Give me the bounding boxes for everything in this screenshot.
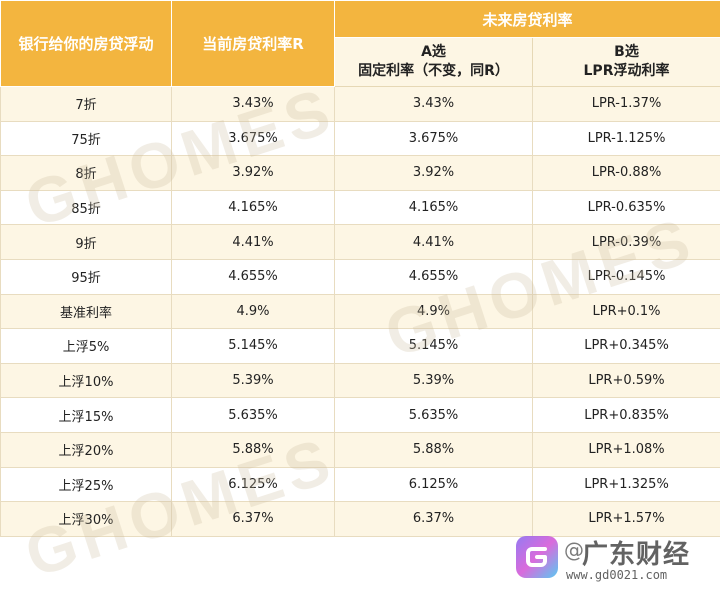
cell-lpr-rate: LPR+0.59% [531, 362, 720, 399]
cell-float: 上浮30% [0, 501, 172, 537]
cell-lpr-rate: LPR-1.37% [531, 86, 720, 122]
header-current-rate: 当前房贷利率R [171, 0, 335, 87]
table-row: 上浮10% 5.39% 5.39% LPR+0.59% [0, 362, 720, 399]
cell-float: 85折 [0, 189, 172, 226]
cell-lpr-rate: LPR+1.08% [531, 431, 720, 468]
cell-float: 上浮5% [0, 328, 172, 364]
cell-float: 8折 [0, 155, 172, 191]
table-row: 95折 4.655% 4.655% LPR-0.145% [0, 258, 720, 295]
cell-current-rate: 5.635% [171, 397, 335, 433]
cell-lpr-rate: LPR-0.88% [531, 155, 720, 191]
cell-fixed-rate: 5.88% [334, 431, 533, 468]
cell-lpr-rate: LPR+0.835% [531, 397, 720, 433]
table-row: 上浮30% 6.37% 6.37% LPR+1.57% [0, 501, 720, 537]
option-b-title: B选 [614, 44, 639, 60]
cell-current-rate: 6.125% [171, 466, 335, 503]
cell-lpr-rate: LPR+0.345% [531, 328, 720, 364]
option-b-desc: LPR浮动利率 [583, 63, 670, 79]
brand-at: @ [564, 538, 584, 562]
cell-fixed-rate: 3.43% [334, 86, 533, 122]
option-a-title: A选 [421, 44, 446, 60]
cell-lpr-rate: LPR-0.635% [531, 189, 720, 226]
cell-current-rate: 4.9% [171, 293, 335, 330]
cell-fixed-rate: 6.125% [334, 466, 533, 503]
cell-fixed-rate: 5.39% [334, 362, 533, 399]
table-row: 8折 3.92% 3.92% LPR-0.88% [0, 155, 720, 191]
cell-lpr-rate: LPR+1.57% [531, 501, 720, 537]
mortgage-rate-table: 银行给你的房贷浮动 当前房贷利率R 未来房贷利率 A选 固定利率（不变，同R） … [0, 0, 720, 537]
cell-current-rate: 5.39% [171, 362, 335, 399]
cell-float: 75折 [0, 120, 172, 157]
header-future-rate: 未来房贷利率 [333, 0, 720, 38]
brand-name: 广东财经 [582, 540, 691, 570]
option-a-desc: 固定利率（不变，同R） [358, 63, 509, 79]
cell-fixed-rate: 4.165% [334, 189, 533, 226]
cell-current-rate: 3.43% [171, 86, 335, 122]
cell-current-rate: 3.675% [171, 120, 335, 157]
table-row: 上浮5% 5.145% 5.145% LPR+0.345% [0, 328, 720, 364]
table-row: 85折 4.165% 4.165% LPR-0.635% [0, 189, 720, 226]
cell-float: 基准利率 [0, 293, 172, 330]
table-row: 75折 3.675% 3.675% LPR-1.125% [0, 120, 720, 157]
cell-lpr-rate: LPR+0.1% [531, 293, 720, 330]
cell-current-rate: 5.145% [171, 328, 335, 364]
cell-fixed-rate: 4.9% [334, 293, 533, 330]
brand-url: www.gd0021.com [566, 568, 668, 582]
table-row: 上浮20% 5.88% 5.88% LPR+1.08% [0, 431, 720, 468]
table-body: 7折 3.43% 3.43% LPR-1.37% 75折 3.675% 3.675% LPR-… [0, 86, 720, 537]
cell-fixed-rate: 5.145% [334, 328, 533, 364]
header-option-b: B选 LPR浮动利率 [531, 37, 720, 87]
cell-float: 上浮15% [0, 397, 172, 433]
cell-float: 7折 [0, 86, 172, 122]
table-row: 基准利率 4.9% 4.9% LPR+0.1% [0, 293, 720, 330]
cell-fixed-rate: 5.635% [334, 397, 533, 433]
cell-float: 9折 [0, 224, 172, 260]
cell-float: 上浮25% [0, 466, 172, 503]
cell-fixed-rate: 6.37% [334, 501, 533, 537]
header-option-a: A选 固定利率（不变，同R） [334, 37, 533, 87]
g-logo-icon [516, 536, 558, 578]
cell-fixed-rate: 4.655% [334, 258, 533, 295]
table-row: 9折 4.41% 4.41% LPR-0.39% [0, 224, 720, 260]
cell-lpr-rate: LPR-1.125% [531, 120, 720, 157]
cell-current-rate: 4.41% [171, 224, 335, 260]
header-float: 银行给你的房贷浮动 [0, 0, 172, 87]
brand-badge: @ 广东财经 www.gd0021.com [514, 532, 714, 588]
cell-current-rate: 6.37% [171, 501, 335, 537]
cell-current-rate: 5.88% [171, 431, 335, 468]
cell-fixed-rate: 4.41% [334, 224, 533, 260]
cell-float: 95折 [0, 258, 172, 295]
cell-current-rate: 3.92% [171, 155, 335, 191]
cell-fixed-rate: 3.92% [334, 155, 533, 191]
table-row: 上浮25% 6.125% 6.125% LPR+1.325% [0, 466, 720, 503]
cell-float: 上浮10% [0, 362, 172, 399]
table-row: 7折 3.43% 3.43% LPR-1.37% [0, 86, 720, 122]
table-row: 上浮15% 5.635% 5.635% LPR+0.835% [0, 397, 720, 433]
cell-lpr-rate: LPR+1.325% [531, 466, 720, 503]
cell-float: 上浮20% [0, 431, 172, 468]
cell-current-rate: 4.655% [171, 258, 335, 295]
cell-lpr-rate: LPR-0.39% [531, 224, 720, 260]
cell-current-rate: 4.165% [171, 189, 335, 226]
cell-lpr-rate: LPR-0.145% [531, 258, 720, 295]
cell-fixed-rate: 3.675% [334, 120, 533, 157]
